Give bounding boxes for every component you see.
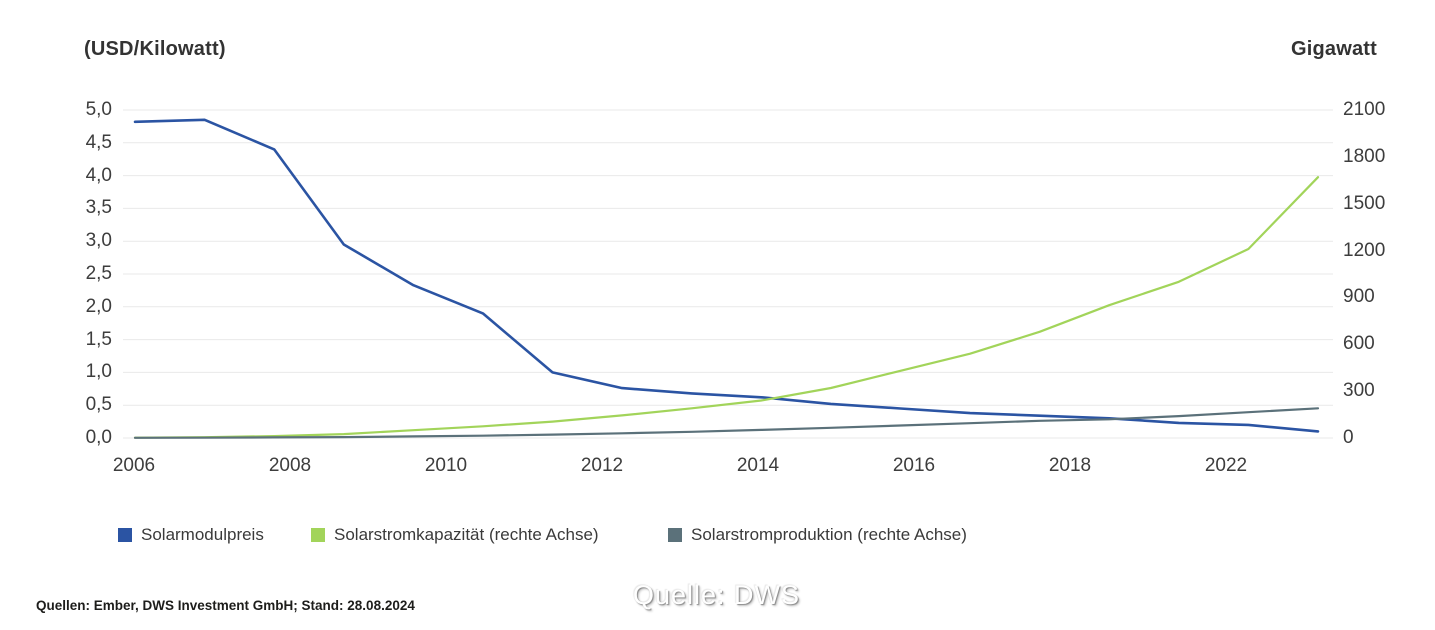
x-tick-label: 2012 [580, 455, 624, 476]
source-attribution: Quellen: Ember, DWS Investment GmbH; Sta… [36, 598, 415, 613]
left-tick-label: 1,0 [85, 361, 112, 383]
x-tick-label: 2018 [1048, 455, 1092, 476]
legend-item: Solarstromkapazität (rechte Achse) [311, 525, 599, 545]
legend-swatch-icon [311, 528, 325, 542]
right-axis-title: Gigawatt [1290, 38, 1377, 60]
left-tick-label: 4,5 [85, 131, 112, 153]
left-tick-label: 5,0 [85, 99, 112, 120]
right-tick-label: 600 [1343, 333, 1375, 355]
right-tick-label: 1800 [1343, 145, 1386, 167]
legend-label: Solarstromkapazität (rechte Achse) [334, 525, 599, 544]
right-tick-label: 300 [1343, 380, 1375, 402]
left-tick-label: 0,0 [85, 427, 112, 448]
right-tick-label: 2100 [1343, 99, 1386, 120]
x-tick-label: 2016 [892, 455, 936, 476]
left-tick-label: 2,0 [85, 295, 112, 317]
plot-area [123, 109, 1333, 439]
legend-swatch-icon [668, 528, 682, 542]
series-line-solarmodulpreis [133, 118, 1320, 433]
right-tick-label: 900 [1343, 286, 1375, 308]
legend-item: Solarstromproduktion (rechte Achse) [668, 525, 967, 545]
right-tick-label: 1200 [1343, 239, 1386, 261]
left-tick-label: 2,5 [85, 263, 112, 284]
left-tick-label: 3,0 [85, 230, 112, 252]
x-tick-label: 2022 [1204, 455, 1248, 476]
chart-lines [123, 109, 1333, 439]
series-line-solarstromkapazit-t-rechte-achse [133, 176, 1320, 439]
legend-item: Solarmodulpreis [118, 525, 264, 545]
left-axis-title: (USD/Kilowatt) [84, 38, 226, 60]
watermark: Quelle: DWS [633, 580, 801, 610]
left-tick-label: 1,5 [85, 328, 112, 350]
right-tick-label: 0 [1343, 427, 1354, 448]
left-tick-label: 0,5 [85, 394, 112, 416]
x-tick-label: 2006 [112, 455, 156, 476]
x-tick-label: 2014 [736, 455, 780, 476]
legend-label: Solarstromproduktion (rechte Achse) [691, 525, 967, 544]
series-line-solarstromproduktion-rechte-achse [133, 407, 1320, 439]
legend-label: Solarmodulpreis [141, 525, 264, 544]
x-tick-label: 2008 [268, 455, 312, 476]
left-tick-label: 3,5 [85, 197, 112, 219]
x-tick-label: 2010 [424, 455, 468, 476]
left-tick-label: 4,0 [85, 164, 112, 186]
right-tick-label: 1500 [1343, 192, 1386, 214]
legend-swatch-icon [118, 528, 132, 542]
